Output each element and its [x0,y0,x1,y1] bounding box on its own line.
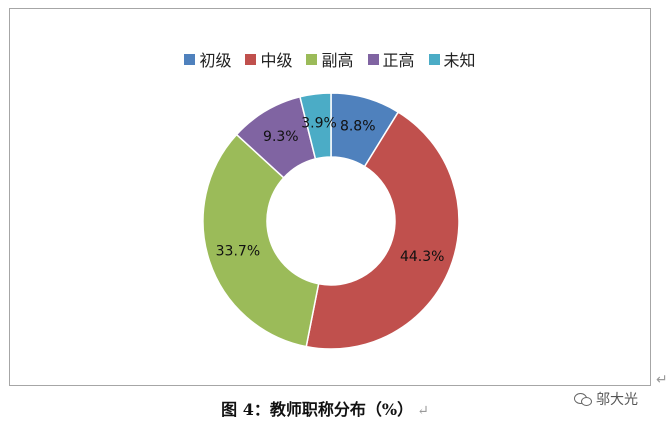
watermark-text: 邬大光 [596,392,638,408]
watermark: 邬大光 [574,389,638,409]
wechat-icon [574,392,592,406]
legend-label-zhenggao: 正高 [382,51,415,70]
legend-swatch-zhenggao [367,53,379,65]
frame-return-mark: ↵ [656,372,668,388]
data-label-zhenggao: 9.3% [263,129,299,145]
data-label-fugao: 33.7% [216,244,260,260]
legend-swatch-chuji [184,53,196,65]
data-label-zhongji: 44.3% [400,249,444,265]
legend-label-fugao: 副高 [321,51,354,70]
legend-item-zhongji: 中级 [245,47,292,71]
legend-swatch-zhongji [245,53,257,65]
legend-item-weizhi: 未知 [428,47,476,71]
legend-swatch-fugao [306,53,318,65]
legend-item-zhenggao: 正高 [367,47,415,71]
legend-swatch-weizhi [428,53,440,65]
data-label-weizhi: 3.9% [301,116,337,132]
legend-item-chuji: 初级 [184,47,231,71]
legend-label-weizhi: 未知 [443,51,476,70]
legend-label-zhongji: 中级 [260,51,293,70]
figure-caption: 图 4：教师职称分布（%） ↵ [0,396,650,420]
slice-zhongji [305,111,460,350]
caption-return-mark: ↵ [417,403,429,419]
legend: 初级 中级 副高 正高 未知 [10,47,650,71]
legend-item-fugao: 副高 [306,47,354,71]
data-label-chuji: 8.8% [340,119,376,135]
slice-weizhi [299,92,332,160]
figure-caption-text: 图 4：教师职称分布（%） [221,400,414,419]
legend-label-chuji: 初级 [199,51,232,70]
slice-fugao [202,133,320,348]
